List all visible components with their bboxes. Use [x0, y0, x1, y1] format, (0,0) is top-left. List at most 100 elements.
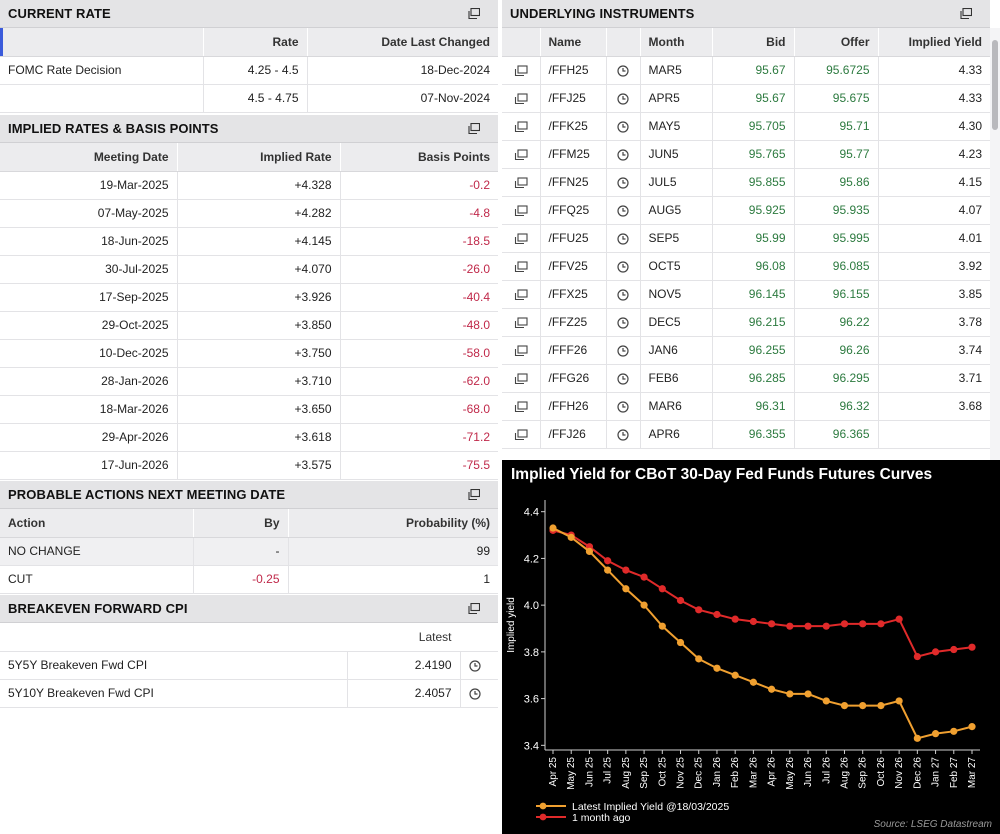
row-popout-cell	[502, 168, 541, 197]
table-row[interactable]: /FFV25 OCT5 96.08 96.085 3.92	[502, 252, 990, 281]
instrument-offer: 95.71	[794, 112, 879, 141]
popout-window-icon[interactable]	[460, 4, 488, 24]
instrument-month: MAR5	[640, 56, 713, 85]
row-popout-icon[interactable]	[514, 65, 528, 77]
instrument-name[interactable]: /FFF26	[540, 336, 607, 365]
row-popout-icon[interactable]	[514, 373, 528, 385]
instrument-name[interactable]: /FFG26	[540, 364, 607, 393]
implied-rate: +3.850	[177, 311, 341, 340]
table-row: 18-Mar-2026 +3.650 -68.0	[0, 395, 498, 424]
instrument-bid: 96.215	[712, 308, 795, 337]
instrument-name[interactable]: /FFZ25	[540, 308, 607, 337]
clock-icon[interactable]	[617, 373, 629, 385]
row-popout-icon[interactable]	[514, 345, 528, 357]
row-popout-icon[interactable]	[514, 401, 528, 413]
column-header-by: By	[193, 509, 289, 538]
table-row[interactable]: /FFU25 SEP5 95.99 95.995 4.01	[502, 224, 990, 253]
row-popout-icon[interactable]	[514, 205, 528, 217]
clock-icon[interactable]	[617, 93, 629, 105]
table-row[interactable]: /FFG26 FEB6 96.285 96.295 3.71	[502, 364, 990, 393]
clock-icon[interactable]	[617, 205, 629, 217]
data-point	[877, 620, 885, 628]
instrument-month: NOV5	[640, 280, 713, 309]
clock-icon[interactable]	[617, 289, 629, 301]
instrument-name[interactable]: /FFM25	[540, 140, 607, 169]
instrument-name[interactable]: /FFH25	[540, 56, 607, 85]
table-row[interactable]: /FFJ25 APR5 95.67 95.675 4.33	[502, 84, 990, 113]
clock-cell	[606, 392, 641, 421]
clock-icon[interactable]	[617, 121, 629, 133]
y-tick-label: 4.2	[524, 553, 539, 565]
instrument-name[interactable]: /FFU25	[540, 224, 607, 253]
clock-icon[interactable]	[617, 65, 629, 77]
basis-points: -62.0	[340, 367, 498, 396]
clock-icon[interactable]	[468, 688, 481, 700]
instrument-offer: 96.32	[794, 392, 879, 421]
table-row[interactable]: /FFM25 JUN5 95.765 95.77 4.23	[502, 140, 990, 169]
instrument-name[interactable]: /FFQ25	[540, 196, 607, 225]
clock-icon[interactable]	[468, 660, 481, 672]
row-popout-icon[interactable]	[514, 429, 528, 441]
rate-date: 07-Nov-2024	[307, 84, 498, 113]
probable-actions-header: PROBABLE ACTIONS NEXT MEETING DATE	[0, 481, 498, 509]
row-popout-icon[interactable]	[514, 289, 528, 301]
chart-title: Implied Yield for CBoT 30-Day Fed Funds …	[511, 466, 932, 483]
table-row[interactable]: /FFH25 MAR5 95.67 95.6725 4.33	[502, 56, 990, 85]
instrument-name[interactable]: /FFJ25	[540, 84, 607, 113]
data-point	[622, 585, 630, 593]
table-row: 17-Jun-2026 +3.575 -75.5	[0, 451, 498, 480]
instrument-offer: 96.155	[794, 280, 879, 309]
instrument-name[interactable]: /FFX25	[540, 280, 607, 309]
row-popout-icon[interactable]	[514, 261, 528, 273]
scrollbar-track[interactable]	[990, 28, 1000, 460]
table-row[interactable]: /FFQ25 AUG5 95.925 95.935 4.07	[502, 196, 990, 225]
clock-icon[interactable]	[617, 261, 629, 273]
data-point	[859, 620, 867, 628]
instrument-name[interactable]: /FFJ26	[540, 420, 607, 449]
popout-window-icon[interactable]	[460, 485, 488, 505]
popout-window-icon[interactable]	[460, 599, 488, 619]
table-row[interactable]: /FFZ25 DEC5 96.215 96.22 3.78	[502, 308, 990, 337]
row-popout-icon[interactable]	[514, 317, 528, 329]
table-row[interactable]: /FFX25 NOV5 96.145 96.155 3.85	[502, 280, 990, 309]
row-popout-icon[interactable]	[514, 149, 528, 161]
clock-icon[interactable]	[617, 345, 629, 357]
data-point	[822, 622, 830, 630]
instrument-implied-yield: 4.23	[878, 140, 990, 169]
row-popout-icon[interactable]	[514, 233, 528, 245]
table-row[interactable]: /FFF26 JAN6 96.255 96.26 3.74	[502, 336, 990, 365]
row-popout-icon[interactable]	[514, 93, 528, 105]
instrument-bid: 96.285	[712, 364, 795, 393]
clock-icon[interactable]	[617, 149, 629, 161]
table-row[interactable]: /FFJ26 APR6 96.355 96.365	[502, 420, 990, 449]
data-point	[913, 652, 921, 661]
clock-icon[interactable]	[617, 177, 629, 189]
clock-icon[interactable]	[617, 429, 629, 441]
instrument-name[interactable]: /FFN25	[540, 168, 607, 197]
column-header	[0, 28, 204, 57]
instrument-month: APR5	[640, 84, 713, 113]
popout-window-icon[interactable]	[460, 119, 488, 139]
instrument-name[interactable]: /FFH26	[540, 392, 607, 421]
clock-icon[interactable]	[617, 233, 629, 245]
table-row[interactable]: /FFK25 MAY5 95.705 95.71 4.30	[502, 112, 990, 141]
popout-window-icon[interactable]	[952, 4, 980, 24]
x-tick-label: Mar 27	[967, 757, 978, 789]
breakeven-panel: BREAKEVEN FORWARD CPI Latest 5Y5Y Breake…	[0, 595, 498, 708]
basis-points: -58.0	[340, 339, 498, 368]
breakeven-title: BREAKEVEN FORWARD CPI	[8, 601, 188, 616]
data-point	[585, 547, 594, 556]
clock-icon[interactable]	[617, 317, 629, 329]
scrollbar-thumb[interactable]	[992, 40, 998, 130]
row-popout-icon[interactable]	[514, 177, 528, 189]
basis-points: -40.4	[340, 283, 498, 312]
table-row[interactable]: /FFN25 JUL5 95.855 95.86 4.15	[502, 168, 990, 197]
row-popout-icon[interactable]	[514, 121, 528, 133]
y-tick-label: 3.8	[524, 647, 539, 659]
clock-cell	[606, 336, 641, 365]
table-row[interactable]: /FFH26 MAR6 96.31 96.32 3.68	[502, 392, 990, 421]
instrument-name[interactable]: /FFV25	[540, 252, 607, 281]
instrument-name[interactable]: /FFK25	[540, 112, 607, 141]
x-tick-label: Jul 26	[821, 757, 832, 784]
clock-icon[interactable]	[617, 401, 629, 413]
